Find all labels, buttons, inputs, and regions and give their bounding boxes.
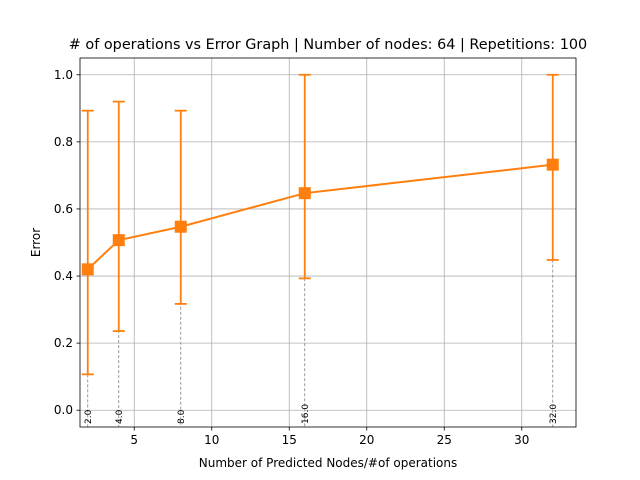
point-label: 2.0 [84, 409, 94, 424]
x-tick-label: 25 [437, 433, 452, 447]
x-axis-label: Number of Predicted Nodes/#of operations [199, 456, 457, 470]
data-point-marker [112, 234, 125, 247]
axes-frame [79, 57, 577, 428]
y-tick-label: 0.8 [54, 135, 73, 149]
y-tick-label: 0.6 [54, 202, 73, 216]
point-labels: 2.0 4.0 8.0 16.0 32.0 [84, 404, 559, 424]
data-point-marker [546, 158, 559, 171]
point-label: 32.0 [549, 404, 559, 424]
drop-lines [87, 164, 554, 427]
x-tick-label: 5 [130, 433, 138, 447]
series-line [87, 163, 553, 271]
point-label: 16.0 [301, 404, 311, 424]
series-polyline [87, 163, 553, 271]
point-label: 4.0 [115, 409, 125, 424]
error-bars [81, 73, 559, 376]
grid [80, 58, 576, 427]
data-point-marker [174, 220, 187, 233]
x-axis-ticks: 5 10 15 20 25 30 [130, 427, 529, 447]
data-point-marker [81, 263, 94, 276]
point-label: 8.0 [177, 409, 187, 424]
y-tick-label: 0.0 [54, 403, 73, 417]
y-axis-label: Error [29, 228, 43, 257]
y-tick-label: 1.0 [54, 68, 73, 82]
data-markers [81, 158, 559, 276]
x-tick-label: 30 [514, 433, 529, 447]
x-tick-label: 15 [282, 433, 297, 447]
x-tick-label: 20 [359, 433, 374, 447]
chart-title: # of operations vs Error Graph | Number … [69, 37, 587, 53]
y-tick-label: 0.2 [54, 336, 73, 350]
y-axis-ticks: 0.0 0.2 0.4 0.6 0.8 1.0 [54, 68, 80, 417]
x-tick-label: 10 [204, 433, 219, 447]
y-tick-label: 0.4 [54, 269, 73, 283]
data-point-marker [298, 187, 311, 200]
